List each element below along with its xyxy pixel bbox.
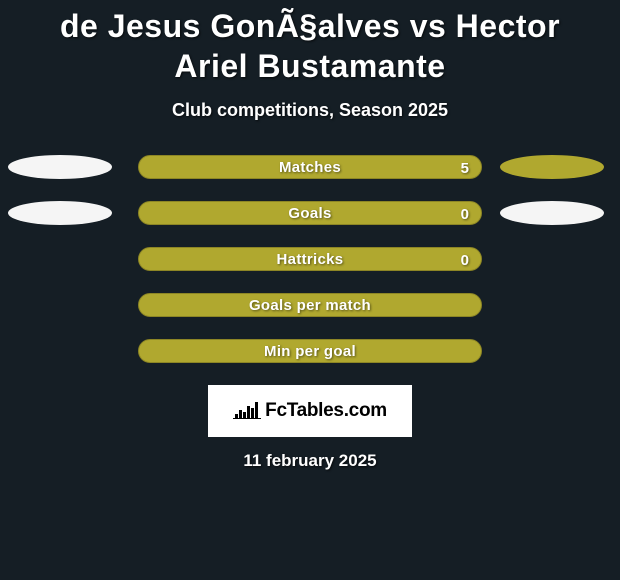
stat-label: Matches — [279, 159, 341, 176]
left-ellipse — [8, 155, 112, 179]
stat-bar: Hattricks 0 — [138, 247, 482, 271]
right-ellipse — [500, 155, 604, 179]
chart-bars-icon — [233, 398, 261, 425]
stats-rows: Matches 5 Goals 0 Hattricks 0 Goals per match M… — [0, 155, 620, 363]
stat-row: Goals 0 — [0, 201, 620, 225]
stat-bar: Min per goal — [138, 339, 482, 363]
logo-box: FcTables.com — [208, 385, 412, 437]
stat-right-value: 5 — [461, 156, 469, 180]
stat-label: Min per goal — [264, 343, 356, 360]
stat-right-value: 0 — [461, 248, 469, 272]
right-ellipse — [500, 201, 604, 225]
page-title: de Jesus GonÃ§alves vs Hector Ariel Bust… — [0, 0, 620, 86]
stat-label: Hattricks — [277, 251, 344, 268]
stat-right-value: 0 — [461, 202, 469, 226]
stat-row: Goals per match — [0, 293, 620, 317]
stat-row: Min per goal — [0, 339, 620, 363]
stat-bar: Matches 5 — [138, 155, 482, 179]
stat-label: Goals per match — [249, 297, 371, 314]
stat-bar: Goals 0 — [138, 201, 482, 225]
logo-text: FcTables.com — [265, 400, 387, 422]
stat-row: Hattricks 0 — [0, 247, 620, 271]
stat-label: Goals — [288, 205, 331, 222]
date-text: 11 february 2025 — [0, 451, 620, 471]
stat-row: Matches 5 — [0, 155, 620, 179]
left-ellipse — [8, 201, 112, 225]
stat-bar: Goals per match — [138, 293, 482, 317]
subtitle: Club competitions, Season 2025 — [0, 100, 620, 121]
